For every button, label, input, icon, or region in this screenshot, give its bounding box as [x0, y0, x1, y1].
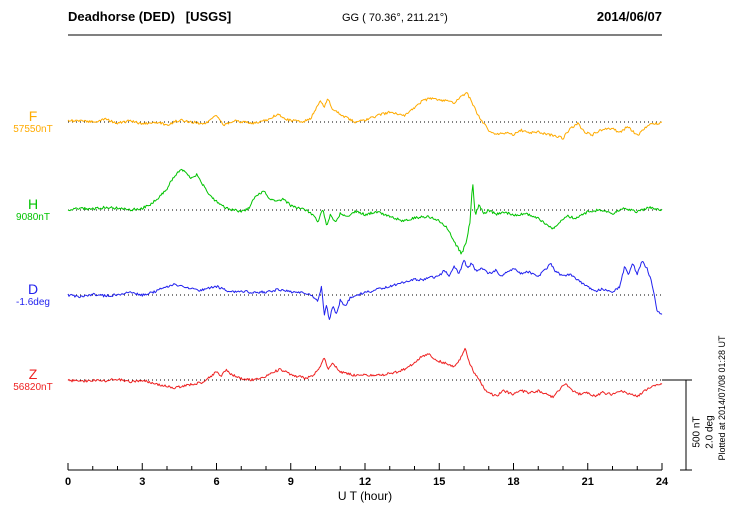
trace-Z — [67, 347, 663, 399]
channel-baseline-F: 57550nT — [13, 124, 53, 136]
channel-letter-F: F — [28, 108, 38, 124]
channel-label-F: F 57550nT — [4, 108, 62, 136]
x-tick-label: 21 — [582, 476, 594, 488]
x-tick-label: 0 — [65, 476, 71, 488]
x-axis-label: U T (hour) — [337, 489, 393, 503]
scalebar-nt-label: 500 nT — [691, 416, 703, 448]
x-tick-label: 6 — [213, 476, 219, 488]
x-tick-label: 3 — [139, 476, 145, 488]
channel-baseline-H: 9080nT — [16, 212, 50, 224]
x-tick-label: 18 — [507, 476, 519, 488]
x-tick-label: 15 — [433, 476, 445, 488]
trace-H — [67, 168, 663, 255]
scalebar-deg-label: 2.0 deg — [704, 415, 716, 449]
channel-label-Z: Z 56820nT — [4, 366, 62, 394]
channel-letter-Z: Z — [28, 366, 38, 382]
channel-label-H: H 9080nT — [4, 196, 62, 224]
channel-baseline-D: -1.6deg — [16, 297, 50, 309]
station-title: Deadhorse (DED) [USGS] — [68, 9, 232, 24]
x-tick-label: 9 — [288, 476, 294, 488]
x-tick-label: 24 — [656, 476, 669, 488]
plotted-at-note: Plotted at 2014/07/08 01:28 UT — [717, 335, 727, 461]
channel-letter-H: H — [27, 196, 39, 212]
x-tick-label: 12 — [359, 476, 371, 488]
trace-F — [67, 92, 663, 140]
channel-baseline-Z: 56820nT — [13, 382, 53, 394]
channel-letter-D: D — [27, 281, 39, 297]
channel-label-D: D -1.6deg — [4, 281, 62, 309]
trace-D — [67, 259, 663, 320]
geo-coordinates: GG ( 70.36°, 211.21°) — [342, 12, 448, 24]
plot-date: 2014/06/07 — [596, 9, 662, 24]
